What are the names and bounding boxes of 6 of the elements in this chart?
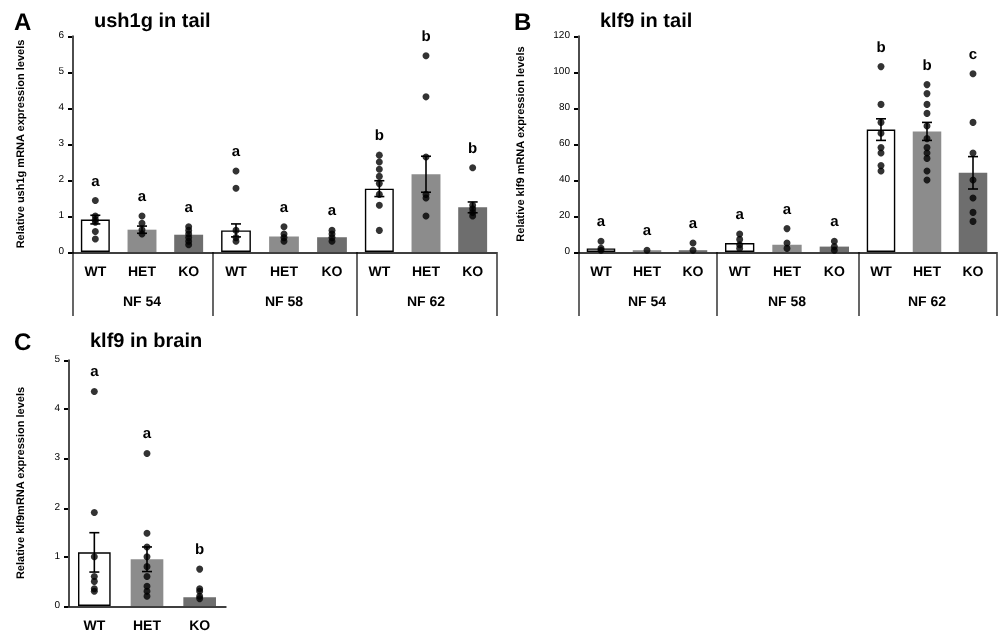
chart-subtitle: klf9 in brain	[90, 331, 203, 353]
chart-title: C	[14, 328, 32, 356]
chart-title: A	[14, 8, 32, 36]
chart-subtitle: ush1g in tail	[94, 11, 212, 33]
chart-subtitle: klf9 in tail	[600, 11, 693, 33]
chart-title: B	[514, 8, 532, 36]
